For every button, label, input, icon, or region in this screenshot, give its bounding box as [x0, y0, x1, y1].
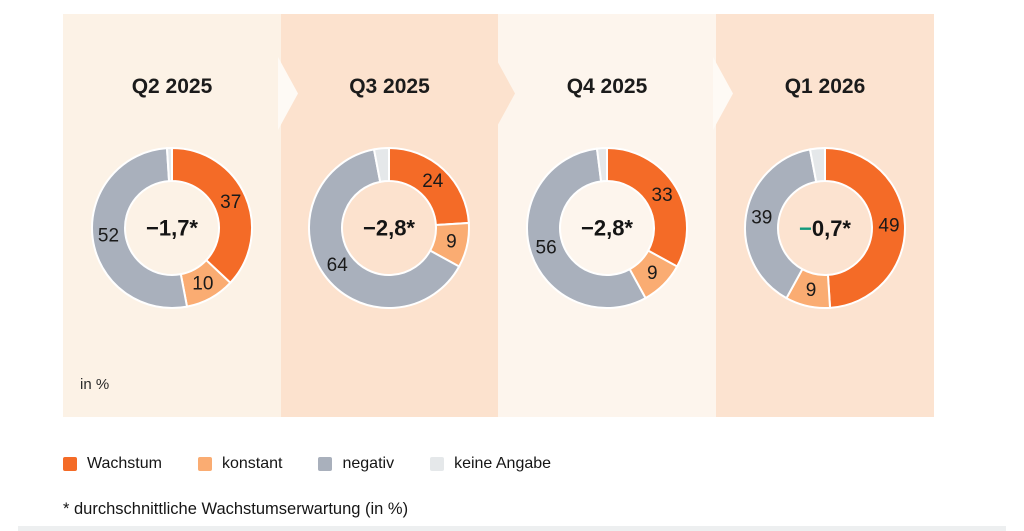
donut-chart-q4-2025: 33 9 56 −2,8*: [526, 146, 688, 309]
quarter-title: Q4 2025: [566, 75, 648, 98]
donut-chart-q2-2025: 37 10 52 −1,7*: [91, 146, 253, 309]
segment-value-label: 56: [536, 237, 557, 258]
donut-segment-wachstum: [606, 146, 688, 268]
donut-segment-keine-angabe: [165, 146, 173, 183]
segment-value-label: 9: [647, 263, 658, 284]
segment-value-label: 64: [327, 255, 349, 276]
segment-value-label: 10: [192, 274, 213, 295]
legend: Wachstum konstant negativ keine Angabe: [63, 455, 587, 473]
donut-chart-q3-2025: 24 9 64 −2,8*: [308, 146, 470, 309]
unit-label: in %: [80, 376, 110, 393]
segment-value-label: 9: [446, 231, 457, 252]
center-average-value: −1,7*: [146, 216, 198, 241]
donut-segment-negativ: [744, 148, 818, 300]
donut-segment-wachstum: [171, 146, 253, 285]
segment-value-label: 52: [98, 226, 119, 247]
legend-swatch: [63, 457, 77, 471]
legend-item: Wachstum: [63, 455, 162, 473]
segment-value-label: 37: [220, 192, 241, 213]
quarter-title: Q2 2025: [131, 75, 213, 98]
donut-chart-q1-2026: 49 9 39 −0,7*: [744, 146, 906, 309]
segment-value-label: 49: [878, 215, 899, 236]
donut-segment-keine-angabe: [808, 146, 826, 184]
segment-value-label: 33: [652, 185, 673, 206]
quarter-title: Q3 2025: [349, 75, 430, 98]
donut-segment-keine-angabe: [372, 146, 390, 184]
donut-segment-wachstum: [824, 146, 906, 309]
donut-segment-keine-angabe: [595, 146, 608, 183]
legend-item: konstant: [197, 455, 283, 473]
donut-segment-negativ: [526, 147, 647, 309]
footnote: * durchschnittliche Wachstumserwartung (…: [63, 500, 409, 518]
bottom-page-edge: [18, 526, 1006, 531]
legend-label: Wachstum: [87, 455, 162, 472]
legend-item: keine Angabe: [430, 455, 551, 473]
segment-value-label: 24: [422, 171, 444, 192]
legend-item: negativ: [318, 455, 394, 473]
legend-label: keine Angabe: [454, 455, 552, 472]
legend-label: negativ: [342, 455, 395, 472]
quarter-panel-q2-2025: Q2 2025 37 10 52 −1,7* in %: [63, 14, 281, 417]
center-average-value: −2,8*: [581, 216, 633, 241]
segment-value-label: 39: [751, 207, 772, 228]
donut-segment-negativ: [91, 147, 189, 309]
quarter-title: Q1 2026: [784, 75, 866, 98]
legend-label: konstant: [221, 455, 283, 472]
quarter-panel-q1-2026: Q1 2026 49 9 39 −0,7*: [716, 14, 934, 417]
quarter-panel-q4-2025: Q4 2025 33 9 56 −2,8*: [498, 14, 716, 417]
quarter-panel-q3-2025: Q3 2025 24 9 64 −2,8*: [281, 14, 498, 417]
legend-swatch: [197, 457, 212, 471]
legend-swatch: [318, 457, 333, 471]
donut-segment-negativ: [308, 148, 461, 309]
segment-value-label: 9: [806, 280, 817, 301]
center-average-value: −0,7*: [799, 216, 851, 241]
center-average-value: −2,8*: [363, 216, 415, 241]
legend-swatch: [430, 457, 445, 471]
